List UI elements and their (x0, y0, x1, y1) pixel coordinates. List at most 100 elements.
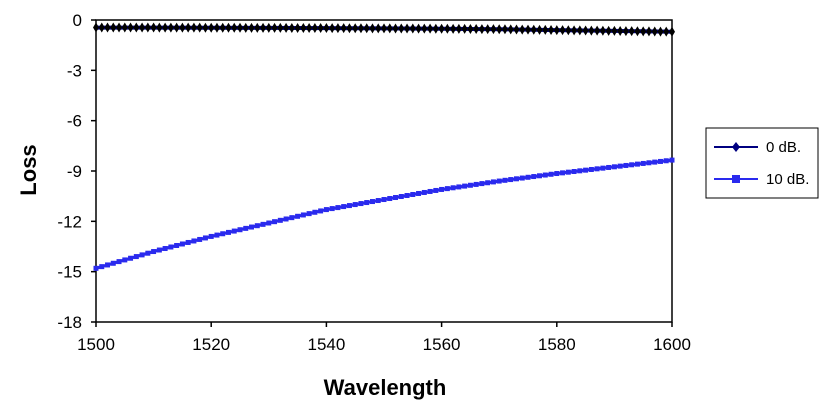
data-point (554, 171, 560, 177)
data-point (311, 23, 318, 34)
data-point (381, 23, 387, 34)
data-point (156, 247, 162, 253)
data-point (398, 194, 404, 200)
data-point (121, 22, 128, 33)
data-point (559, 25, 566, 36)
data-point (289, 215, 295, 221)
data-point (433, 187, 439, 193)
series-0 (93, 22, 675, 37)
data-point (622, 26, 629, 37)
data-point (427, 23, 434, 34)
data-point (404, 192, 410, 198)
data-point (467, 182, 473, 188)
data-point (346, 203, 352, 209)
data-point (416, 190, 422, 196)
data-point (525, 174, 531, 180)
data-point (99, 264, 105, 270)
data-point (323, 207, 329, 213)
data-point (640, 160, 646, 166)
data-point (542, 172, 548, 178)
data-point (531, 174, 537, 180)
data-point (657, 158, 663, 164)
data-point (335, 205, 341, 211)
x-axis-ticks: 1500 1520 1540 1560 1580 1600 (77, 322, 691, 354)
data-point (485, 180, 491, 186)
legend-label: 0 dB. (766, 139, 801, 156)
data-point (323, 23, 330, 34)
data-point (208, 22, 215, 33)
data-point (225, 229, 231, 235)
data-point (611, 164, 617, 170)
data-point (306, 23, 313, 34)
data-point (496, 24, 503, 35)
data-point (628, 26, 635, 37)
data-point (174, 242, 180, 248)
data-point (272, 219, 278, 225)
y-tick-label: -3 (67, 61, 82, 80)
data-point (369, 199, 375, 205)
data-point (329, 23, 336, 34)
data-point (162, 22, 169, 33)
data-point (300, 22, 307, 33)
data-point (542, 24, 549, 35)
data-point (128, 255, 134, 261)
data-point (185, 22, 192, 33)
x-tick-label: 1560 (423, 335, 461, 354)
data-point (657, 26, 664, 37)
data-point (277, 217, 283, 223)
data-point (560, 170, 566, 176)
data-point (427, 188, 433, 194)
data-point (421, 23, 428, 34)
data-point (295, 213, 301, 219)
data-point (409, 23, 416, 34)
data-point (594, 25, 601, 36)
data-point (490, 179, 496, 185)
data-point (139, 252, 145, 258)
data-point (156, 22, 163, 33)
x-tick-label: 1520 (192, 335, 230, 354)
x-tick-label: 1500 (77, 335, 115, 354)
data-point (513, 176, 519, 182)
data-point (490, 24, 497, 35)
series-layer (93, 22, 675, 271)
data-point (254, 22, 261, 33)
data-point (663, 158, 669, 164)
data-point (352, 202, 358, 208)
data-point (110, 22, 117, 33)
data-point (133, 254, 139, 260)
data-point (196, 22, 203, 33)
data-point (519, 175, 525, 181)
data-point (617, 163, 623, 169)
data-point (357, 23, 364, 34)
data-point (300, 212, 306, 218)
data-point (444, 186, 450, 192)
data-point (473, 181, 479, 187)
data-point (398, 23, 405, 34)
data-point (202, 22, 209, 33)
data-point (588, 166, 594, 172)
data-point (277, 22, 284, 33)
series-1 (93, 157, 675, 271)
y-axis-title: Loss (16, 144, 41, 195)
data-point (190, 22, 197, 33)
data-point (162, 246, 168, 252)
data-point (606, 164, 612, 170)
data-point (386, 23, 393, 34)
data-point (669, 26, 675, 37)
data-point (364, 200, 370, 206)
data-point (473, 24, 480, 35)
data-point (139, 22, 146, 33)
data-point (122, 257, 128, 263)
data-point (381, 197, 387, 203)
data-point (249, 224, 255, 230)
data-point (576, 25, 583, 36)
x-axis-title: Wavelength (324, 375, 447, 400)
data-point (208, 233, 214, 239)
data-point (110, 260, 116, 266)
data-point (133, 22, 140, 33)
data-point (432, 23, 439, 34)
data-point (318, 208, 324, 214)
data-point (461, 23, 468, 34)
data-point (537, 173, 543, 179)
data-point (450, 23, 457, 34)
